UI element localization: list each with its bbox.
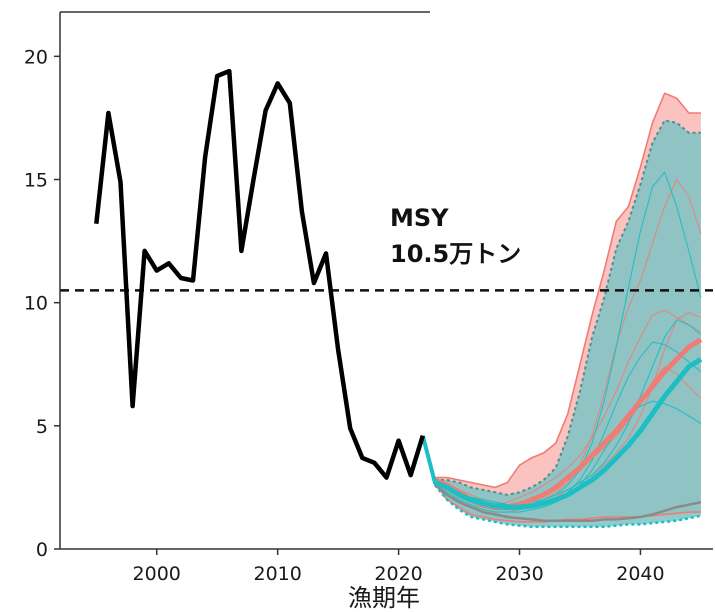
x-ticks: 2000 2010 2020 2030 2040 <box>133 549 665 585</box>
x-tick-label: 2040 <box>616 563 664 585</box>
teal-trajectory-2 <box>434 319 702 506</box>
teal-scenario-band <box>434 120 701 527</box>
x-tick-label: 2010 <box>253 563 301 585</box>
y-tick-label: 0 <box>36 539 48 561</box>
y-tick-label: 15 <box>24 170 48 192</box>
observed-series-line <box>94 68 425 480</box>
y-tick-label: 5 <box>36 416 48 438</box>
x-axis-title: 漁期年 <box>348 584 420 612</box>
y-ticks: 0 5 10 15 20 <box>24 46 60 561</box>
projection-connector-line <box>420 435 448 490</box>
red-band-upper-edge <box>434 92 701 489</box>
grey-projection-line <box>434 484 702 522</box>
y-tick-label: 10 <box>24 293 48 315</box>
axes: 0 5 10 15 20 2000 2010 2020 2030 2040 <box>24 11 713 585</box>
teal-band-lower-edge <box>433 484 702 529</box>
x-tick-label: 2030 <box>495 563 543 585</box>
red-band-lower-edge <box>434 482 701 523</box>
y-tick-label: 20 <box>24 46 48 68</box>
msy-value-label: 10.5万トン <box>390 240 521 268</box>
x-tick-label: 2020 <box>374 563 422 585</box>
x-tick-label: 2000 <box>133 563 181 585</box>
teal-scenario-mean-line <box>433 357 703 510</box>
plot-area <box>60 68 713 529</box>
msy-label: MSY <box>390 204 449 232</box>
